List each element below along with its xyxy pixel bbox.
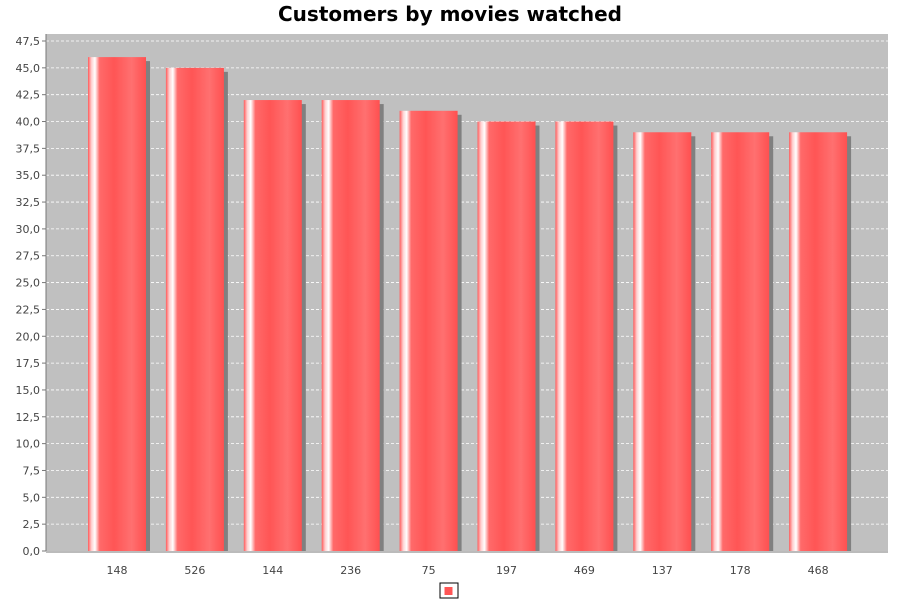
y-tick-label: 7,5 [23, 464, 41, 477]
y-tick-label: 5,0 [23, 491, 41, 504]
x-tick-label: 526 [184, 564, 205, 577]
bar [555, 121, 614, 552]
y-tick-label: 0,0 [23, 545, 41, 558]
x-tick-label: 197 [496, 564, 517, 577]
axes: 0,0 2,5 5,0 7,5 10,0 12,5 15,0 17,5 20,0 22,5 25,0… [16, 34, 888, 577]
y-tick-label: 37,5 [16, 142, 41, 155]
x-tick-label: 148 [107, 564, 128, 577]
y-tick-label: 40,0 [16, 116, 41, 129]
y-tick-label: 22,5 [16, 303, 41, 316]
bars [88, 57, 852, 552]
bar [321, 100, 380, 551]
x-tick-label: 178 [730, 564, 751, 577]
x-tick-label: 137 [652, 564, 673, 577]
y-tick-label: 32,5 [16, 196, 41, 209]
bar [88, 57, 146, 552]
y-tick-label: 30,0 [16, 223, 41, 236]
bar [243, 100, 302, 551]
y-tick-label: 12,5 [16, 411, 41, 424]
y-tick-label: 25,0 [16, 277, 41, 290]
x-tick-label: 468 [808, 564, 829, 577]
x-tick-label: 236 [340, 564, 361, 577]
bar [399, 110, 458, 551]
y-tick-label: 42,5 [16, 89, 41, 102]
bar [165, 67, 224, 551]
y-tick-label: 35,0 [16, 169, 41, 182]
y-tick-label: 17,5 [16, 357, 41, 370]
legend-swatch [444, 587, 453, 595]
bar [477, 121, 536, 552]
y-tick-label: 20,0 [16, 330, 41, 343]
bar [633, 132, 692, 551]
y-tick-label: 45,0 [16, 62, 41, 75]
y-tick-label: 47,5 [16, 35, 41, 48]
bar [789, 132, 848, 551]
y-tick-label: 2,5 [23, 518, 41, 531]
y-tick-label: 10,0 [16, 438, 41, 451]
legend [439, 582, 459, 599]
x-tick-label: 469 [574, 564, 595, 577]
y-tick-label: 15,0 [16, 384, 41, 397]
chart-title: Customers by movies watched [278, 2, 622, 26]
x-tick-label: 75 [422, 564, 436, 577]
bar [711, 132, 770, 551]
x-tick-label: 144 [262, 564, 283, 577]
y-tick-label: 27,5 [16, 250, 41, 263]
